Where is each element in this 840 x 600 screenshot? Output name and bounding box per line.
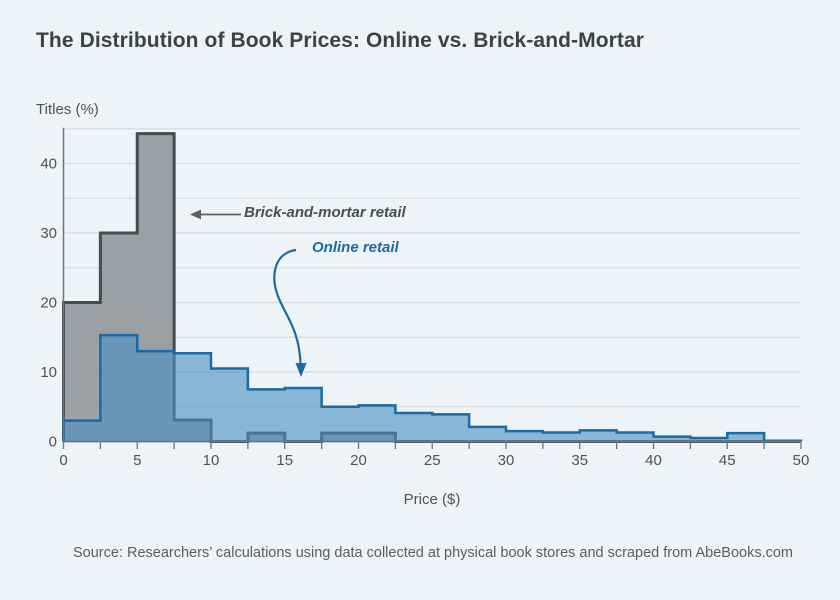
x-tick-label: 40 [645,452,662,469]
chart-generated-content: 0 5 10 15 20 25 30 35 40 45 50 0 10 20 30 40 [40,127,810,469]
chart-title: The Distribution of Book Prices: Online … [36,29,645,52]
y-tick-label: 10 [40,364,57,381]
y-tick-label: 30 [40,225,57,242]
annotation-online: Online retail [312,239,399,256]
online-series-fill [63,335,801,442]
x-tick-label: 0 [59,452,67,469]
x-tick-label: 25 [424,452,441,469]
y-tick-label: 20 [40,295,57,312]
y-tick-label: 40 [40,156,57,173]
brick-arrow-head [190,209,201,220]
online-series-outline [62,333,803,443]
x-tick-label: 45 [719,452,736,469]
x-tick-label: 50 [793,452,810,469]
online-arrow-head [295,363,307,377]
y-axis-label: Titles (%) [36,101,99,118]
x-tick-label: 10 [203,452,220,469]
y-tick-label: 0 [49,434,57,451]
annotation-arrows [190,209,307,377]
source-note: Source: Researchers’ calculations using … [72,545,794,561]
x-tick-label: 5 [133,452,141,469]
x-axis-label: Price ($) [403,491,461,508]
x-tick-label: 35 [571,452,588,469]
x-tick-label: 15 [276,452,293,469]
x-tick-label: 30 [498,452,515,469]
x-tick-label: 20 [350,452,367,469]
online-arrow-curve [273,248,302,365]
annotation-brick-and-mortar: Brick-and-mortar retail [244,204,406,221]
